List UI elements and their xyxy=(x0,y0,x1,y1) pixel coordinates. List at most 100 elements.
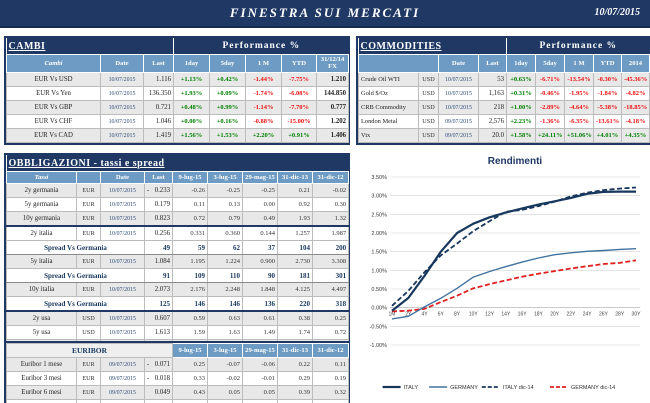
table-row: 10y germania EUR 10/07/2015 0.823 0.72 0.79 0.… xyxy=(6,211,350,227)
cell-commodity-name: London Metal xyxy=(358,114,419,129)
cell-perf: -13.61% xyxy=(593,114,622,129)
cell-date: 10/07/2015 xyxy=(438,86,479,101)
column-header: 1day xyxy=(506,54,536,73)
column-header: Tassi xyxy=(6,171,77,184)
cell-commodity-name: Vix xyxy=(358,128,419,143)
section-title-cambi: CAMBI xyxy=(6,38,174,55)
column-header: Date xyxy=(438,54,479,73)
cell-history-value: 1.195 xyxy=(172,254,208,269)
cell-history-value: 0.30 xyxy=(311,197,350,212)
cell-perf: -1.44% xyxy=(245,72,283,87)
cell-history-value: 0.00 xyxy=(242,197,278,212)
spread-value: 62 xyxy=(207,240,243,255)
cell-date: 10/07/2015 xyxy=(100,128,144,143)
cell-commodity-name: Crude Oil WTI xyxy=(358,72,419,87)
column-header: Last xyxy=(144,171,173,184)
column-header: 31-dic-12 xyxy=(311,171,350,184)
column-header: 29-mag-15 xyxy=(242,343,279,358)
cell-history-value: 0.33 xyxy=(172,371,209,386)
spread-value: 136 xyxy=(242,296,278,312)
column-header: Last xyxy=(142,54,175,73)
spread-value: 90 xyxy=(242,268,278,283)
cell-history-value: 0.92 xyxy=(277,197,313,212)
cell-history-value: 1.987 xyxy=(311,225,350,241)
table-row: EUR Vs USD 10/07/2015 1.116 +1.13% +0.42% -1.… xyxy=(6,72,350,87)
cell-tenor-name: 5y usa xyxy=(6,325,77,340)
cell-history-value: 2.248 xyxy=(207,282,243,297)
cell-history-value: 0.144 xyxy=(242,225,278,241)
table-row: 5y germania EUR 10/07/2015 0.179 0.11 0.13 0.0… xyxy=(6,197,350,212)
cell-date: 10/07/2015 xyxy=(100,310,145,326)
spread-row: Spread Vs Germania 49 59 62 37 104 200 xyxy=(6,240,350,255)
cell-tenor-name: 5y italia xyxy=(6,254,77,269)
cell-last: -0.018 xyxy=(143,371,174,386)
cell-last: 1.046 xyxy=(142,114,175,129)
cell-history-value: 0.60 xyxy=(172,399,209,403)
cell-perf: +51.06% xyxy=(564,128,594,143)
column-header: 31-dic-13 xyxy=(277,171,313,184)
cell-perf: -1.14% xyxy=(245,100,283,115)
cell-euribor-name: Euribor 3 mesi xyxy=(6,371,77,386)
cell-date: 09/07/2015 xyxy=(100,371,145,386)
cell-perf: +0.99% xyxy=(209,100,247,115)
cell-perf: -6.71% xyxy=(535,72,565,87)
y-axis-label: 1.00% xyxy=(371,268,387,274)
cell-last: 0.721 xyxy=(142,100,175,115)
cell-perf: +1.13% xyxy=(173,72,211,87)
cell-last: 218 xyxy=(478,100,507,115)
cell-currency: USD xyxy=(418,100,439,115)
cell-perf: +24.11% xyxy=(535,128,565,143)
cell-perf: -2.89% xyxy=(535,100,565,115)
cell-perf: -5.38% xyxy=(593,100,622,115)
page-title: FINESTRA SUI MERCATI xyxy=(229,5,421,20)
cell-date: 09/07/2015 xyxy=(438,128,479,143)
cell-history-value: 0.72 xyxy=(172,211,208,227)
cell-date: 10/07/2015 xyxy=(100,225,145,241)
cell-perf: -1.74% xyxy=(245,86,283,101)
chart-line-germany-dic-14 xyxy=(391,259,637,313)
cell-date: 10/07/2015 xyxy=(100,100,144,115)
spread-value: 318 xyxy=(311,296,350,312)
chart-line-italy-dic-14 xyxy=(391,186,637,307)
cell-history-value: 1.848 xyxy=(242,282,278,297)
y-axis-label: 2.00% xyxy=(371,231,387,237)
section-title-euribor: EURIBOR xyxy=(5,343,174,358)
table-row: EUR Vs Yen 10/07/2015 136.350 +1.93% +0.09% -… xyxy=(6,86,350,101)
table-row: 5y usa USD 10/07/2015 1.613 1.59 1.63 1.49 1.74… xyxy=(6,325,350,340)
table-row: 10y italia EUR 10/07/2015 2.073 2.176 2.248 1.… xyxy=(6,282,350,297)
spread-value: 220 xyxy=(277,296,313,312)
x-axis-label: 6Y xyxy=(438,312,445,318)
cell-perf: -4.18% xyxy=(620,114,650,129)
cell-history-value: -0.06 xyxy=(242,357,279,372)
cell-perf: +1.00% xyxy=(506,100,536,115)
x-axis-label: 12Y xyxy=(485,312,495,318)
cell-history-value: -0.02 xyxy=(311,183,350,198)
cell-last: 1.116 xyxy=(142,72,175,87)
cell-date: 10/07/2015 xyxy=(438,100,479,115)
table-row: 2y usa USD 10/07/2015 0.607 0.59 0.63 0.61 0.38… xyxy=(6,310,350,326)
column-header: YTD xyxy=(281,54,318,73)
cell-date: 09/07/2015 xyxy=(100,385,145,400)
cell-date: 10/07/2015 xyxy=(100,114,144,129)
cambi-header-row: Cambi Date Last 1day 5day 1 M YTD 31/12/14 FX xyxy=(6,54,350,73)
cell-date: 10/07/2015 xyxy=(100,282,145,297)
cell-last: 0.823 xyxy=(144,211,173,227)
cell-currency: EUR xyxy=(76,357,101,372)
cell-tenor-name: 10y germania xyxy=(6,211,77,227)
cell-history-value: 2.176 xyxy=(172,282,208,297)
table-row: EUR Vs CHF 10/07/2015 1.046 +0.00% +0.16% -0.… xyxy=(6,114,350,129)
commodities-title-row: COMMODITIES Performance % xyxy=(358,38,650,55)
cell-perf: +0.09% xyxy=(209,86,247,101)
cell-pair-name: EUR Vs CAD xyxy=(6,128,101,143)
cell-currency: USD xyxy=(418,128,439,143)
column-header: 29-mag-15 xyxy=(242,171,278,184)
x-axis-label: 4Y xyxy=(421,312,428,318)
column-header: 1day xyxy=(173,54,211,73)
chart-line-germany xyxy=(391,248,637,320)
legend-item-italy-dic-14: ITALY dic-14 xyxy=(503,385,534,391)
cell-perf: +0.91% xyxy=(281,128,318,143)
spread-value: 146 xyxy=(207,296,243,312)
cell-fx-ref: 144.850 xyxy=(316,86,350,101)
column-header xyxy=(358,54,439,73)
